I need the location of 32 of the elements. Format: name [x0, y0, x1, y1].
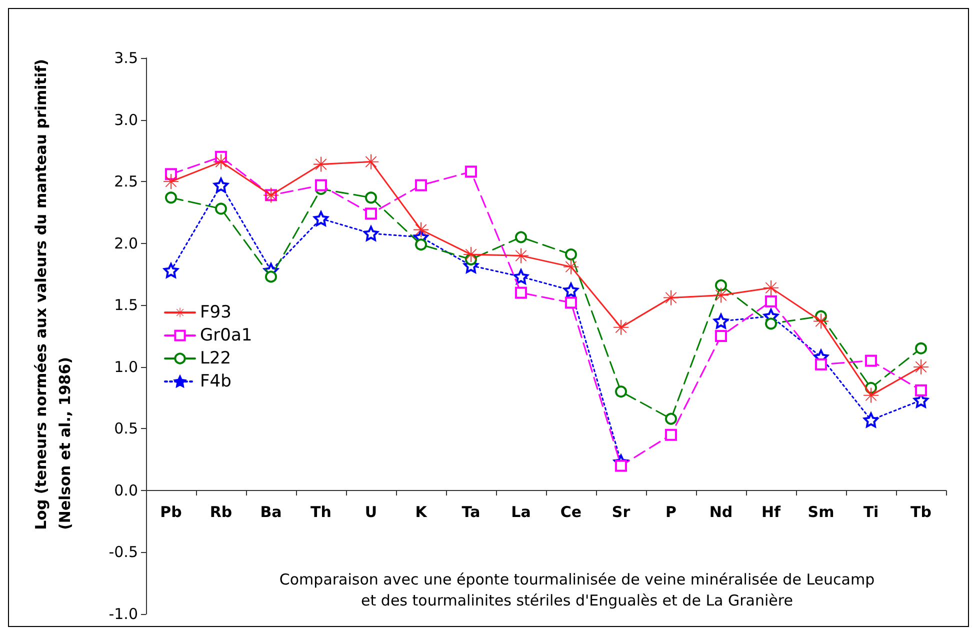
x-tick-label: Hf: [761, 502, 782, 521]
y-tick-label: 0.5: [114, 420, 138, 438]
x-tick-label: Ta: [462, 502, 480, 521]
y-tick-label: 3.5: [114, 49, 138, 67]
x-tick-label: Th: [310, 502, 332, 521]
y-tick-label: 0.0: [114, 481, 138, 500]
y-tick-label: 1.5: [114, 296, 138, 314]
y-tick-label: -1.0: [108, 605, 138, 623]
legend-label: F4b: [200, 372, 232, 392]
x-tick-label: Ba: [260, 502, 282, 521]
legend-label: F93: [200, 302, 232, 322]
y-tick-label: 2.5: [114, 172, 138, 191]
y-tick-label: 2.0: [114, 234, 138, 252]
x-tick-label: La: [511, 502, 531, 521]
x-tick-label: U: [364, 502, 378, 521]
x-tick-label: Pb: [160, 502, 182, 521]
x-axis-title: Comparaison avec une éponte tourmalinisée de veine minéralisée de Leucamp et des tourmalinites stériles d'Engualès et de La Granière: [279, 570, 875, 610]
x-tick-label: Sr: [612, 502, 631, 521]
x-tick-label: Ti: [863, 502, 879, 521]
x-tick-label: Sm: [808, 502, 834, 521]
x-tick-label: Rb: [210, 502, 232, 521]
x-tick-label: Tb: [910, 502, 932, 521]
x-tick-label: Ce: [560, 502, 582, 521]
x-tick-label: K: [415, 502, 428, 521]
y-axis-title: Log (teneurs normées aux valeurs du manteau primitif) (Nelson et al., 1986): [32, 58, 74, 530]
x-tick-label: P: [666, 502, 676, 521]
y-tick-label: 3.0: [114, 110, 138, 129]
y-tick-label: 1.0: [114, 358, 138, 376]
x-tick-label: Nd: [709, 502, 733, 521]
legend-label: L22: [200, 348, 232, 368]
y-tick-label: -0.5: [108, 543, 138, 562]
legend-label: Gr0a1: [200, 326, 252, 346]
